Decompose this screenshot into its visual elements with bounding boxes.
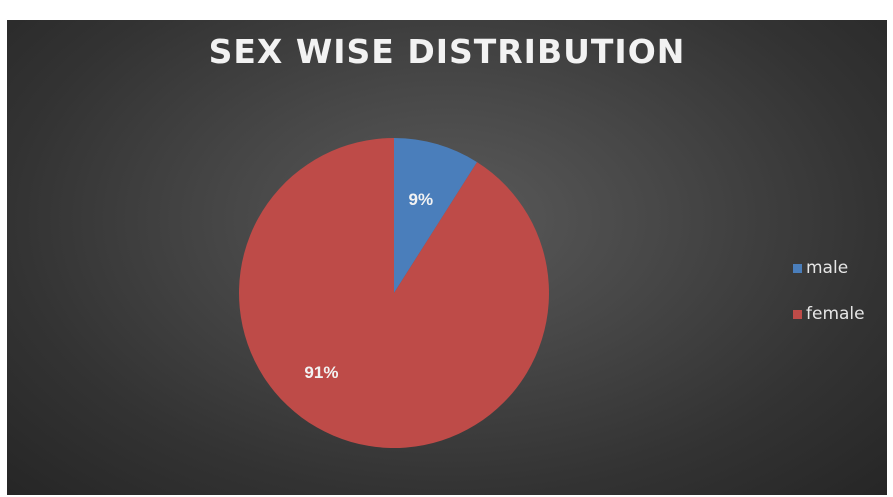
legend: male female [793, 258, 865, 350]
pie-slice-female [239, 138, 549, 449]
legend-swatch-female [793, 309, 802, 319]
pie-slice-male [394, 138, 478, 293]
legend-label-female: female [806, 304, 865, 324]
chart-title: SEX WISE DISTRIBUTION [208, 32, 686, 71]
data-label-male: 9% [409, 190, 434, 209]
legend-item-male: male [793, 258, 865, 278]
data-label-female: 91% [304, 363, 338, 382]
chart-area: SEX WISE DISTRIBUTION 9% 91% male female [7, 20, 887, 495]
legend-label-male: male [806, 258, 849, 278]
legend-item-female: female [793, 304, 865, 324]
pie-chart: 9% 91% [239, 138, 549, 449]
legend-swatch-male [793, 263, 802, 273]
